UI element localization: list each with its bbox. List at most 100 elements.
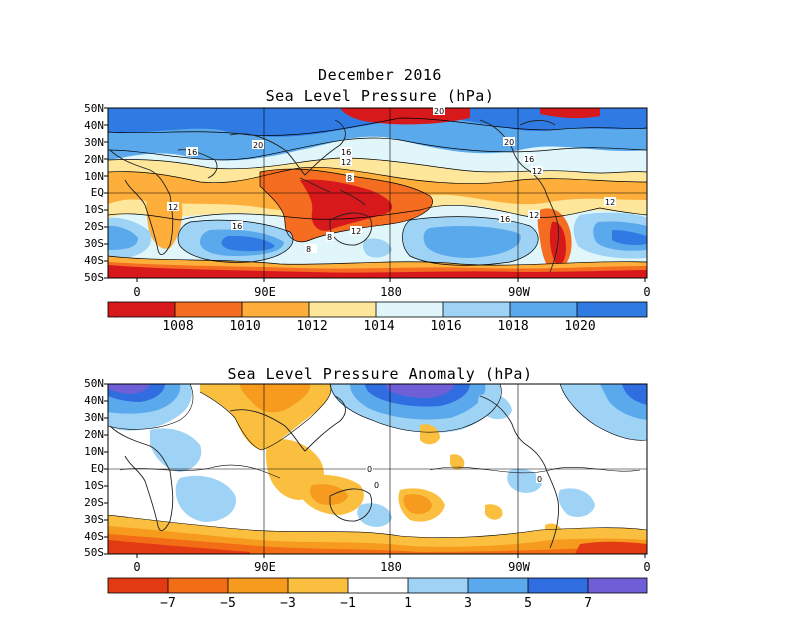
colorbar-swatches [107, 301, 648, 318]
lon-label: 0 [643, 560, 651, 574]
svg-text:8: 8 [347, 174, 352, 183]
lat-label: 20N [84, 428, 104, 441]
colorbar-label: 1018 [497, 319, 529, 334]
contour-label: 12 [528, 210, 540, 220]
lon-label: 0 [643, 285, 651, 299]
lat-label: 20S [84, 220, 104, 233]
colorbar-label: 5 [524, 596, 532, 611]
bottom-ticks [104, 383, 646, 558]
contour-label: 16 [523, 154, 535, 164]
svg-text:16: 16 [232, 222, 242, 231]
colorbar-label: −1 [340, 596, 356, 611]
svg-text:0: 0 [537, 475, 542, 484]
svg-text:12: 12 [168, 203, 178, 212]
lat-label: 20N [84, 153, 104, 166]
svg-text:8: 8 [306, 245, 311, 254]
lat-label: EQ [90, 186, 104, 199]
lat-label: 20S [84, 496, 104, 509]
contour-label: 16 [499, 214, 511, 224]
colorbar-label: 7 [584, 596, 592, 611]
svg-text:8: 8 [327, 233, 332, 242]
colorbar-label: −7 [160, 596, 176, 611]
contour-label: 8 [305, 244, 317, 254]
svg-text:16: 16 [524, 155, 534, 164]
contour-label: 12 [531, 166, 543, 176]
lon-label: 90E [254, 560, 276, 574]
colorbar-label: 1012 [296, 319, 328, 334]
top-title-line2: Sea Level Pressure (hPa) [265, 87, 495, 105]
svg-text:12: 12 [605, 198, 615, 207]
lat-label: EQ [90, 462, 104, 475]
lon-label: 0 [133, 285, 141, 299]
contour-label: 12 [340, 157, 352, 167]
lat-label: 30S [84, 513, 104, 526]
lon-label: 180 [380, 560, 402, 574]
contour-label: 16 [231, 221, 243, 231]
svg-text:16: 16 [187, 148, 197, 157]
lon-label: 0 [133, 560, 141, 574]
lat-label: 40N [84, 119, 104, 132]
top-contour-labels: 20 16 20 16 12 20 16 12 8 12 16 16 12 12… [167, 106, 616, 254]
contour-label: 12 [350, 226, 362, 236]
contour-label: 16 [340, 147, 352, 157]
colorbar-label: 3 [464, 596, 472, 611]
colorbar-label: 1 [404, 596, 412, 611]
lat-label: 10N [84, 445, 104, 458]
contour-label: 20 [433, 106, 445, 116]
svg-text:0: 0 [367, 465, 372, 474]
svg-text:12: 12 [341, 158, 351, 167]
svg-text:12: 12 [529, 211, 539, 220]
lat-label: 10N [84, 170, 104, 183]
lat-label: 50N [84, 377, 104, 390]
lat-label: 40S [84, 254, 104, 267]
lon-label: 90W [508, 285, 530, 299]
lat-label: 50S [84, 271, 104, 284]
svg-text:16: 16 [341, 148, 351, 157]
lon-label: 180 [380, 285, 402, 299]
lat-label: 10S [84, 203, 104, 216]
svg-text:0: 0 [374, 481, 379, 490]
lat-label: 50N [84, 102, 104, 115]
lon-label: 90W [508, 560, 530, 574]
svg-text:12: 12 [351, 227, 361, 236]
contour-label: 12 [167, 202, 179, 212]
contour-label: 20 [252, 140, 264, 150]
colorbar-label: −5 [220, 596, 236, 611]
svg-text:20: 20 [253, 141, 263, 150]
colorbar-label: 1008 [162, 319, 194, 334]
svg-text:20: 20 [434, 107, 444, 116]
colorbar-swatches [107, 577, 648, 594]
top-title-line1: December 2016 [318, 66, 442, 84]
bottom-contour-labels: 0 0 0 [366, 464, 543, 490]
colorbar-label: −3 [280, 596, 296, 611]
contour-label: 8 [346, 173, 354, 183]
contour-label: 20 [503, 137, 515, 147]
contour-label: 8 [326, 232, 334, 242]
colorbar-label: 1020 [564, 319, 596, 334]
svg-text:20: 20 [504, 138, 514, 147]
contour-label: 0 [536, 474, 543, 484]
bottom-title: Sea Level Pressure Anomaly (hPa) [227, 365, 533, 383]
lat-label: 30N [84, 411, 104, 424]
colorbar-label: 1016 [430, 319, 462, 334]
lat-label: 30N [84, 136, 104, 149]
colorbar-label: 1010 [229, 319, 261, 334]
colorbar-label: 1014 [363, 319, 395, 334]
lat-label: 30S [84, 237, 104, 250]
lat-label: 40S [84, 530, 104, 543]
contour-label: 0 [373, 480, 380, 490]
contour-label: 16 [186, 147, 198, 157]
contour-label: 12 [604, 197, 616, 207]
lat-label: 40N [84, 394, 104, 407]
lat-label: 10S [84, 479, 104, 492]
lon-label: 90E [254, 285, 276, 299]
svg-text:16: 16 [500, 215, 510, 224]
svg-text:12: 12 [532, 167, 542, 176]
lat-label: 50S [84, 546, 104, 559]
top-ticks [104, 107, 646, 282]
contour-label: 0 [366, 464, 373, 474]
